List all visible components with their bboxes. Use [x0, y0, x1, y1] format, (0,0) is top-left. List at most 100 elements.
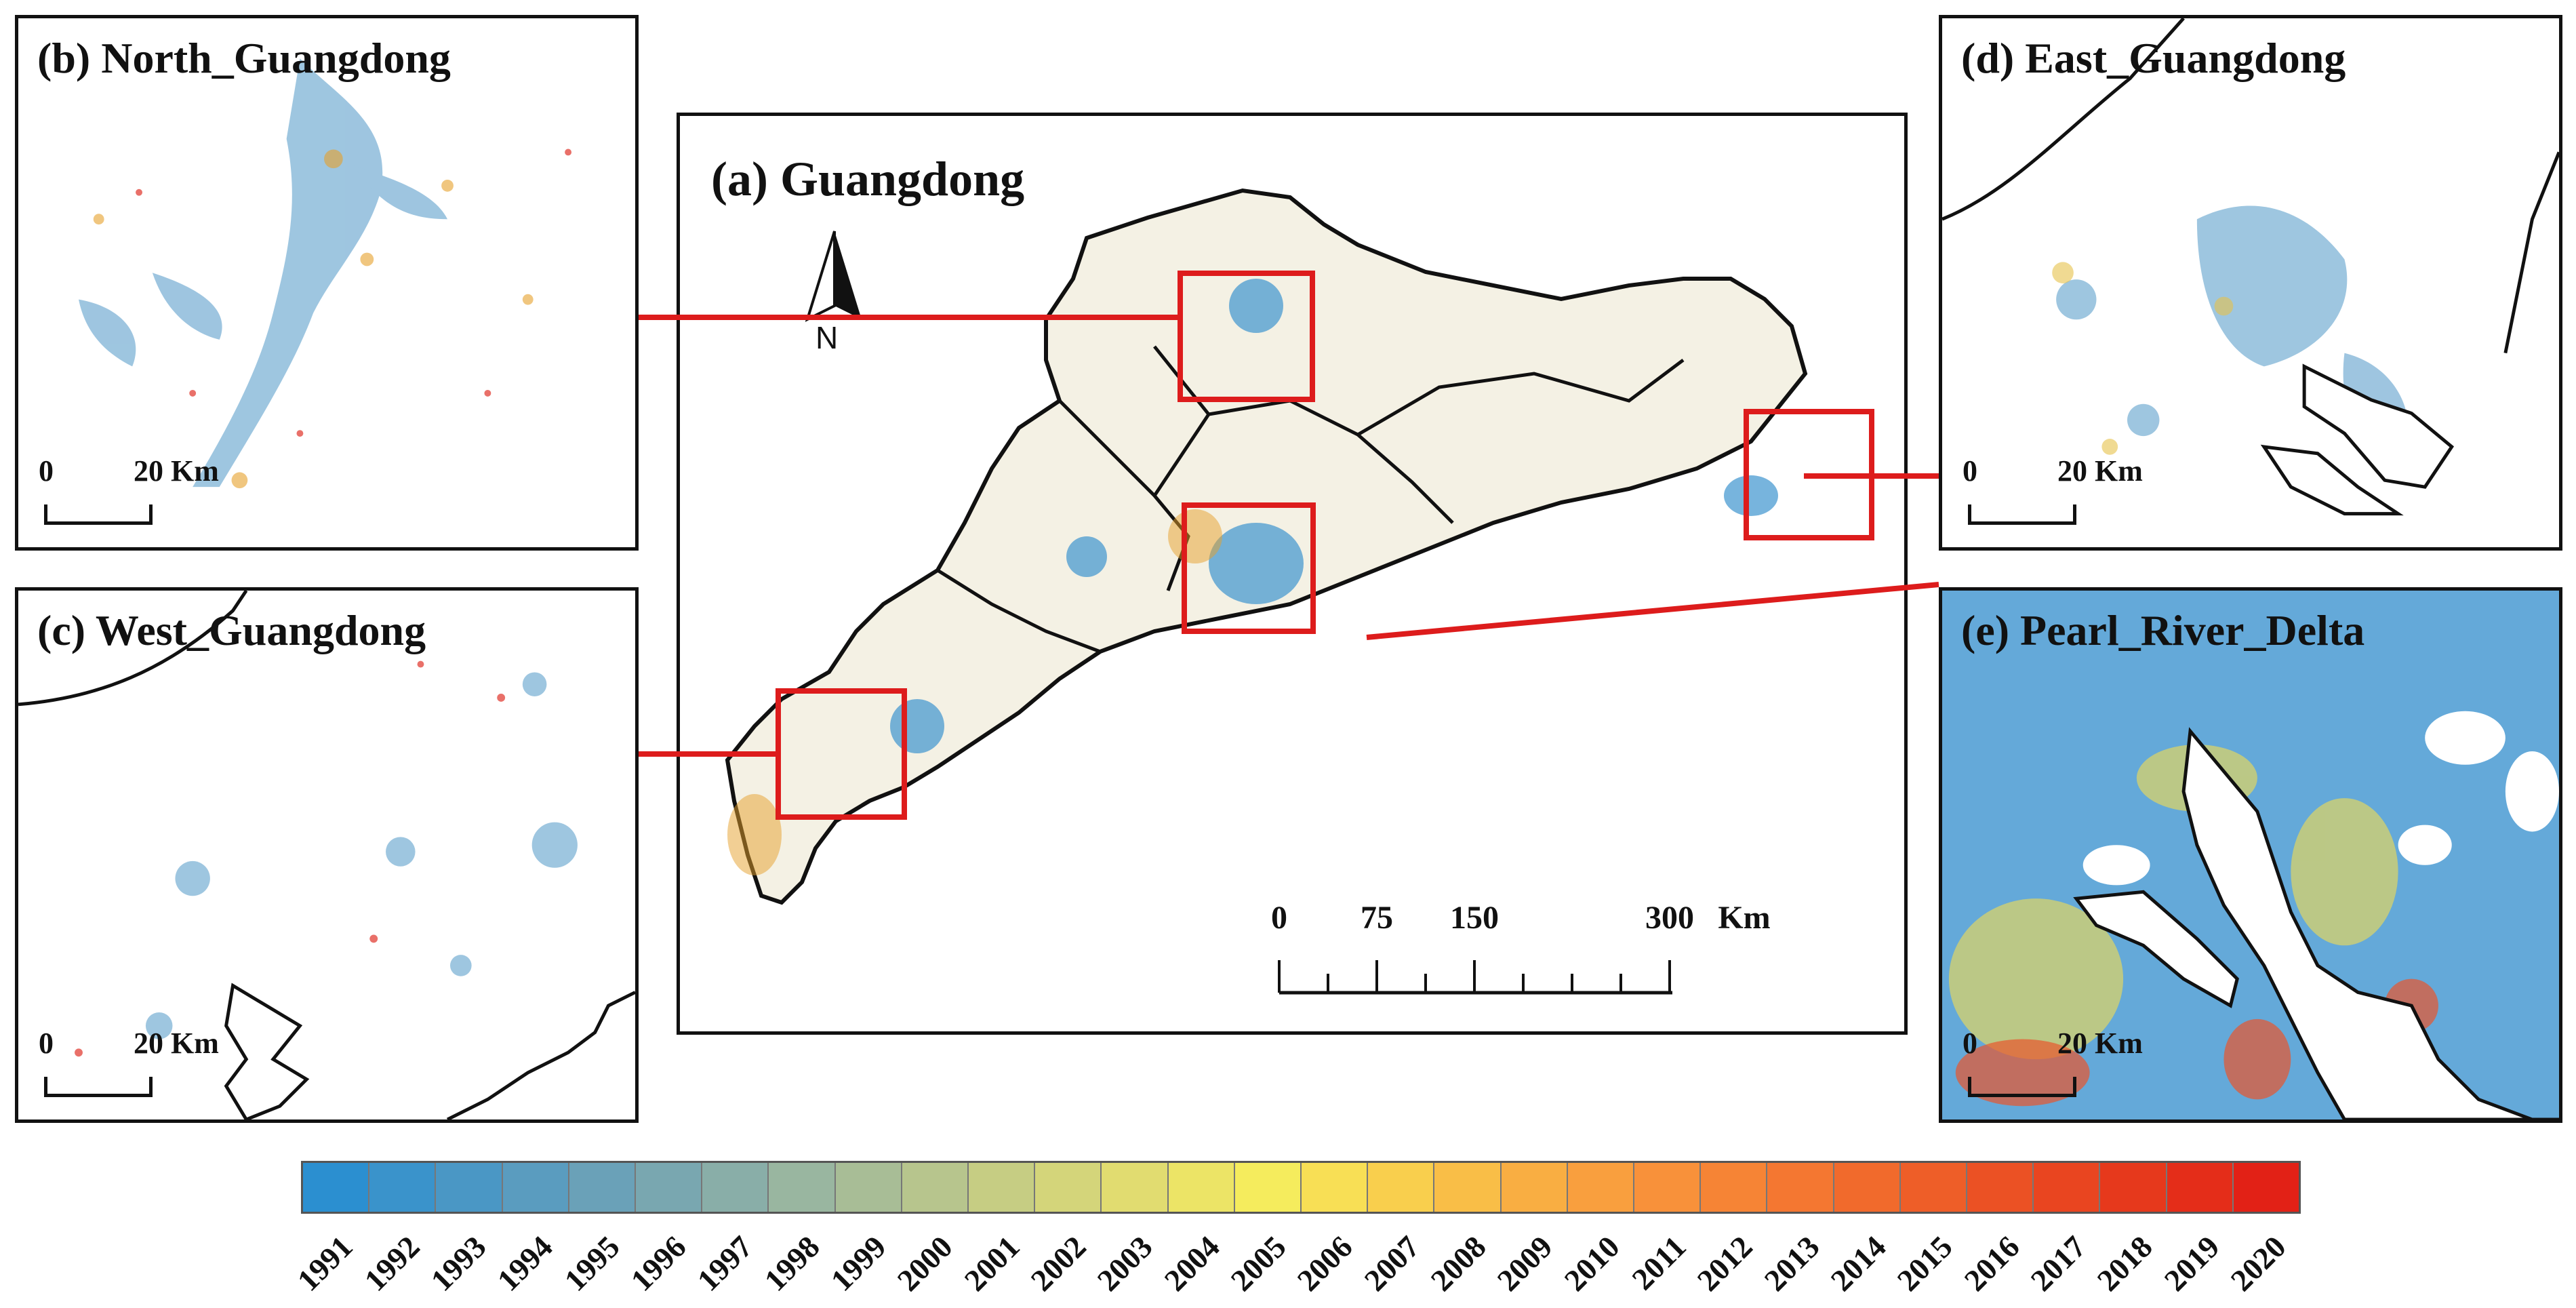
legend-year-2004: 2004	[1157, 1229, 1226, 1298]
legend-swatch-2014	[1834, 1163, 1901, 1212]
east-panel-title: (d) East_Guangdong	[1961, 34, 2346, 82]
legend-swatch-2000	[902, 1163, 969, 1212]
legend-year-1996: 1996	[624, 1229, 693, 1298]
scale-ticks	[1278, 960, 1672, 995]
legend-year-2003: 2003	[1090, 1229, 1159, 1298]
north-scale-line	[44, 504, 153, 525]
legend-swatch-2019	[2167, 1163, 2234, 1212]
scale-label-300: 300	[1645, 900, 1694, 936]
west-panel-title: (c) West_Guangdong	[37, 606, 426, 654]
legend-swatch-2009	[1501, 1163, 1568, 1212]
north-urban-map	[79, 58, 572, 489]
legend-year-1993: 1993	[424, 1229, 493, 1298]
legend-year-2020: 2020	[2223, 1229, 2293, 1298]
prd-urban-map	[1942, 591, 2559, 1119]
legend-year-2005: 2005	[1224, 1229, 1293, 1298]
prd-panel-title: (e) Pearl_River_Delta	[1961, 606, 2365, 654]
north-panel-title: (b) North_Guangdong	[37, 34, 451, 82]
guangdong-main-map: (a) Guangdong N 0 75 150 300 Km	[677, 113, 1908, 1035]
north-label: N	[816, 320, 839, 355]
legend-swatch-2018	[2100, 1163, 2167, 1212]
legend-year-2009: 2009	[1490, 1229, 1559, 1298]
west-scale-bar: 0 20 Km	[39, 1026, 219, 1101]
east-guangdong-panel: (d) East_Guangdong 0 20 Km	[1939, 15, 2562, 551]
legend-swatch-2006	[1302, 1163, 1369, 1212]
legend-year-2013: 2013	[1757, 1229, 1826, 1298]
legend-swatch-2011	[1634, 1163, 1702, 1212]
main-map-title: (a) Guangdong	[711, 152, 1025, 206]
legend-year-1994: 1994	[490, 1229, 559, 1298]
legend-year-2007: 2007	[1357, 1229, 1426, 1298]
legend-year-1991: 1991	[290, 1229, 359, 1298]
prd-scale-start: 0	[1963, 1027, 1977, 1060]
legend-swatch-1997	[702, 1163, 769, 1212]
legend-swatch-2002	[1035, 1163, 1102, 1212]
legend-swatch-2013	[1767, 1163, 1834, 1212]
legend-year-2008: 2008	[1424, 1229, 1493, 1298]
west-guangdong-panel: (c) West_Guangdong 0 20 Km	[15, 587, 639, 1123]
north-scale-end: 20 Km	[134, 454, 219, 488]
legend-year-2012: 2012	[1690, 1229, 1759, 1298]
year-color-legend	[301, 1161, 2301, 1214]
legend-swatch-1998	[769, 1163, 836, 1212]
legend-swatch-2007	[1368, 1163, 1435, 1212]
scale-label-75: 75	[1361, 900, 1393, 936]
east-scale-end: 20 Km	[2057, 454, 2143, 488]
east-scale-bar: 0 20 Km	[1963, 454, 2143, 528]
legend-swatch-1996	[636, 1163, 703, 1212]
legend-year-2010: 2010	[1557, 1229, 1626, 1298]
east-urban-map	[1942, 18, 2559, 516]
legend-swatch-1992	[369, 1163, 437, 1212]
legend-year-2000: 2000	[890, 1229, 959, 1298]
legend-year-2017: 2017	[2024, 1229, 2093, 1298]
prd-scale-line	[1968, 1077, 2076, 1097]
north-guangdong-panel: (b) North_Guangdong 0 20 Km	[15, 15, 639, 551]
legend-swatch-2016	[1967, 1163, 2034, 1212]
legend-swatch-1999	[835, 1163, 902, 1212]
north-arrow-icon	[805, 231, 862, 322]
legend-year-2002: 2002	[1024, 1229, 1093, 1298]
main-scale-bar: 0 75 150 300 Km	[1271, 899, 1771, 1008]
west-scale-line	[44, 1077, 153, 1097]
guangdong-province-outline	[725, 188, 1874, 905]
legend-year-1995: 1995	[557, 1229, 626, 1298]
east-scale-line	[1968, 504, 2076, 525]
legend-swatch-2004	[1168, 1163, 1235, 1212]
legend-year-2019: 2019	[2157, 1229, 2226, 1298]
pearl-river-delta-panel: (e) Pearl_River_Delta 0 20 Km	[1939, 587, 2562, 1123]
legend-year-1998: 1998	[757, 1229, 826, 1298]
legend-swatch-2017	[2034, 1163, 2101, 1212]
scale-label-0: 0	[1271, 900, 1287, 936]
east-scale-start: 0	[1963, 454, 1977, 488]
legend-swatch-2015	[1900, 1163, 1968, 1212]
west-scale-start: 0	[39, 1027, 54, 1060]
legend-swatch-1993	[436, 1163, 503, 1212]
scale-unit: Km	[1718, 900, 1771, 936]
legend-swatch-2020	[2233, 1163, 2299, 1212]
legend-swatch-2008	[1434, 1163, 1502, 1212]
scale-label-150: 150	[1450, 900, 1499, 936]
legend-swatch-1991	[303, 1163, 370, 1212]
legend-year-2006: 2006	[1290, 1229, 1359, 1298]
legend-swatch-2001	[969, 1163, 1036, 1212]
north-scale-start: 0	[39, 454, 54, 488]
legend-swatch-2003	[1102, 1163, 1169, 1212]
legend-year-2015: 2015	[1890, 1229, 1959, 1298]
prd-scale-bar: 0 20 Km	[1963, 1026, 2143, 1101]
legend-year-2018: 2018	[2090, 1229, 2159, 1298]
legend-year-2016: 2016	[1957, 1229, 2026, 1298]
legend-year-2001: 2001	[957, 1229, 1026, 1298]
legend-year-2011: 2011	[1625, 1229, 1693, 1297]
legend-swatch-2005	[1234, 1163, 1302, 1212]
west-urban-map	[18, 591, 635, 1119]
north-scale-bar: 0 20 Km	[39, 454, 219, 528]
legend-swatch-2010	[1567, 1163, 1635, 1212]
west-scale-end: 20 Km	[134, 1027, 219, 1060]
legend-swatch-2012	[1701, 1163, 1768, 1212]
legend-year-2014: 2014	[1824, 1229, 1893, 1298]
legend-year-1992: 1992	[357, 1229, 426, 1298]
prd-scale-end: 20 Km	[2057, 1027, 2143, 1060]
legend-year-1997: 1997	[690, 1229, 759, 1298]
legend-swatch-1994	[502, 1163, 569, 1212]
legend-swatch-1995	[569, 1163, 637, 1212]
